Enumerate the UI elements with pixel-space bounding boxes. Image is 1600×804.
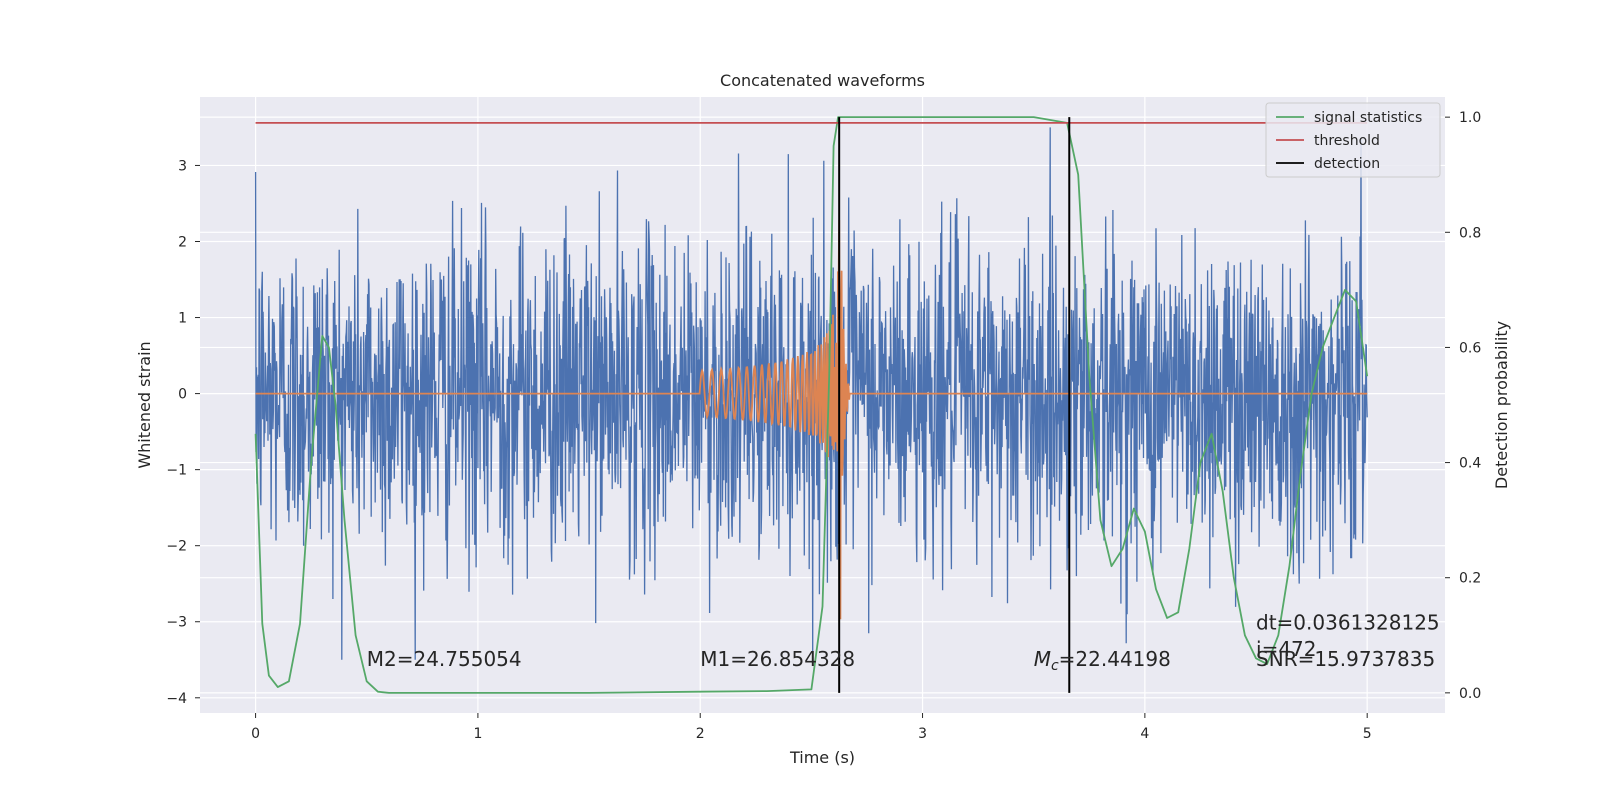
injected-waveform-line (255, 219, 1368, 620)
y-tick-label: −1 (166, 463, 187, 479)
y2-tick-label: 0.2 (1459, 571, 1481, 587)
y2-tick-label: 0.4 (1459, 456, 1481, 472)
annotation-m1: M1=26.854328 (700, 647, 855, 671)
y-tick-label: 3 (178, 158, 187, 174)
annotation-layer: M2=24.755054 M1=26.854328 Mc=22.44198 dt=0.… (367, 610, 1440, 674)
y-axis-label: Whitened strain (135, 341, 154, 468)
y2-tick-label: 1.0 (1459, 110, 1481, 126)
x-tick-label: 5 (1363, 726, 1372, 742)
annotation-mc-subscript: c (1051, 658, 1059, 674)
x-tick-label: 0 (251, 726, 260, 742)
legend-label: detection (1314, 156, 1380, 172)
y2-axis-label: Detection probability (1492, 321, 1511, 489)
y-tick-label: −3 (166, 615, 187, 631)
annotation-m2: M2=24.755054 (367, 647, 522, 671)
legend: signal statistics threshold detection (1265, 102, 1441, 178)
annotation-dt: dt=0.0361328125 (1256, 610, 1440, 634)
annotation-snr: SNR=15.9737835 (1256, 647, 1435, 671)
x-tick-label: 1 (473, 726, 482, 742)
y2-tick-label: 0.8 (1459, 225, 1481, 241)
y2-tick-label: 0.0 (1459, 686, 1481, 702)
x-tick-label: 4 (1140, 726, 1149, 742)
annotation-i: i=472 (1256, 637, 1317, 661)
legend-box (1265, 102, 1441, 178)
x-axis-label: Time (s) (789, 748, 855, 767)
y-tick-label: 2 (178, 234, 187, 250)
y-tick-label: 0 (178, 387, 187, 403)
annotation-mc-symbol: M (1034, 647, 1051, 671)
strain-noise-line (254, 127, 1368, 660)
x-tick-label: 2 (696, 726, 705, 742)
y2-tick-label: 0.6 (1459, 340, 1481, 356)
legend-label: signal statistics (1314, 110, 1422, 126)
y-tick-label: −2 (166, 539, 187, 555)
x-tick-label: 3 (918, 726, 927, 742)
annotation-mc-value: =22.44198 (1059, 647, 1171, 671)
annotation-mc: Mc=22.44198 (1034, 647, 1171, 674)
axis-layer: 0 1 2 3 4 5 −4 −3 −2 −1 0 1 2 3 0.0 0.2 0.4 0.6 0.8 1.0 (166, 110, 1481, 742)
y-tick-label: −4 (166, 691, 187, 707)
signal-statistics-line (254, 116, 1369, 694)
chart-title: Concatenated waveforms (720, 71, 925, 90)
y-tick-label: 1 (178, 311, 187, 327)
series-layer (254, 116, 1369, 694)
legend-label: threshold (1314, 133, 1380, 149)
